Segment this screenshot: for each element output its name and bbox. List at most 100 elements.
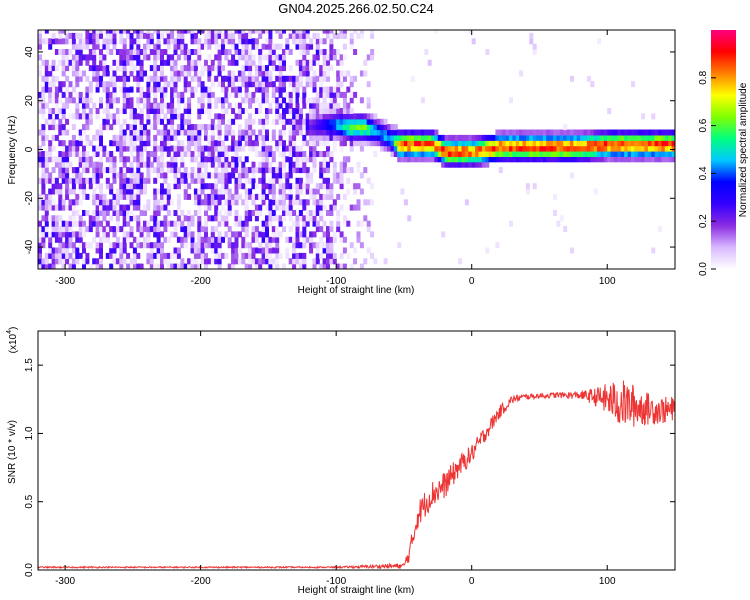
heatmap-cell — [139, 91, 144, 98]
heatmap-cell — [160, 188, 164, 195]
heatmap-cell — [119, 183, 124, 190]
heatmap-cell — [248, 65, 253, 72]
heatmap-cell — [542, 151, 547, 157]
heatmap-cell — [153, 210, 158, 216]
heatmap-cell — [329, 258, 334, 265]
heatmap-cell — [160, 231, 164, 238]
heatmap-cell — [214, 242, 219, 249]
heatmap-cell — [112, 199, 117, 206]
heatmap-cell — [95, 70, 100, 77]
heatmap-cell — [356, 124, 361, 131]
heatmap-cell — [624, 140, 629, 147]
heatmap-cell — [234, 183, 239, 190]
heatmap-cell — [285, 172, 290, 179]
heatmap-cell — [99, 140, 103, 147]
heatmap-cell — [227, 172, 232, 179]
heatmap-cell — [407, 134, 412, 141]
heatmap-cell — [265, 258, 269, 265]
heatmap-cell — [298, 161, 303, 168]
heatmap-cell — [586, 151, 591, 157]
heatmap-cell — [485, 151, 490, 157]
heatmap-cell — [573, 145, 578, 152]
heatmap-cell — [370, 134, 375, 141]
heatmap-cell — [471, 156, 476, 163]
heatmap-cell — [268, 161, 273, 168]
heatmap-cell — [65, 193, 70, 200]
heatmap-cell — [292, 247, 297, 254]
heatmap-cell — [95, 65, 100, 72]
x-tick-label: 0 — [469, 576, 475, 587]
heatmap-cell — [441, 134, 446, 141]
heatmap-cell — [71, 188, 76, 195]
heatmap-cell — [129, 113, 134, 120]
heatmap-cell — [634, 156, 639, 163]
heatmap-cell — [105, 252, 110, 259]
heatmap-cell — [146, 86, 151, 93]
heatmap-cell — [119, 193, 124, 200]
heatmap-cell — [146, 177, 151, 184]
heatmap-cell — [427, 151, 432, 157]
heatmap-cell — [119, 263, 124, 269]
heatmap-cell — [156, 129, 161, 136]
heatmap-cell — [112, 134, 117, 141]
heatmap-cell — [627, 145, 632, 152]
heatmap-cell — [346, 220, 351, 227]
heatmap-cell — [71, 204, 76, 211]
heatmap-cell — [532, 134, 537, 141]
heatmap-cell — [153, 134, 158, 141]
heatmap-cell — [139, 172, 144, 179]
heatmap-cell — [180, 49, 185, 55]
heatmap-cell — [183, 215, 188, 222]
heatmap-cell — [68, 220, 73, 227]
heatmap-cell — [207, 193, 212, 200]
heatmap-cell — [180, 151, 185, 157]
heatmap-cell — [268, 188, 273, 195]
heatmap-cell — [221, 102, 225, 109]
heatmap-cell — [254, 151, 259, 157]
heatmap-cell — [227, 161, 232, 168]
heatmap-cell — [41, 59, 46, 66]
heatmap-cell — [278, 65, 283, 72]
heatmap-cell — [119, 86, 124, 93]
heatmap-cell — [132, 75, 137, 82]
heatmap-cell — [295, 199, 300, 206]
heatmap-cell — [427, 145, 432, 152]
heatmap-cell — [332, 113, 337, 120]
heatmap-cell — [85, 177, 90, 184]
heatmap-cell — [38, 252, 42, 259]
heatmap-cell — [136, 199, 141, 206]
heatmap-cell — [498, 167, 503, 174]
heatmap-cell — [95, 32, 100, 39]
heatmap-cell — [319, 263, 324, 269]
heatmap-cell — [51, 183, 56, 190]
heatmap-cell — [322, 124, 327, 131]
heatmap-cell — [180, 140, 185, 147]
heatmap-cell — [132, 193, 137, 200]
heatmap-cell — [658, 151, 663, 157]
heatmap-cell — [51, 226, 56, 233]
heatmap-cell — [464, 134, 469, 141]
heatmap-cell — [129, 161, 134, 168]
heatmap-cell — [485, 156, 490, 163]
heatmap-cell — [244, 118, 249, 125]
heatmap-cell — [231, 167, 236, 174]
heatmap-cell — [217, 263, 222, 269]
heatmap-cell — [221, 188, 225, 195]
heatmap-cell — [349, 124, 354, 131]
heatmap-cell — [244, 124, 249, 131]
heatmap-cell — [370, 30, 375, 34]
heatmap-cell — [454, 140, 459, 147]
heatmap-cell — [143, 236, 147, 243]
heatmap-cell — [285, 204, 290, 211]
heatmap-cell — [68, 204, 73, 211]
heatmap-cell — [329, 236, 334, 243]
heatmap-cell — [193, 177, 198, 184]
heatmap-cell — [414, 140, 419, 147]
heatmap-cell — [339, 108, 344, 114]
heatmap-cell — [641, 129, 646, 136]
heatmap-cell — [54, 65, 59, 72]
heatmap-cell — [75, 167, 80, 174]
heatmap-cell — [268, 151, 273, 157]
heatmap-cell — [353, 204, 358, 211]
heatmap-cell — [126, 210, 131, 216]
